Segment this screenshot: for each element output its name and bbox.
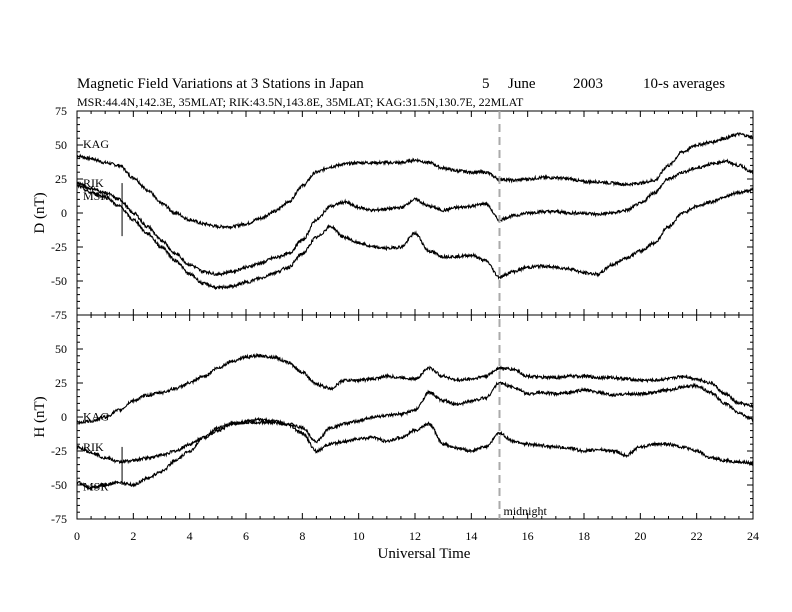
y-tick-label: -25	[51, 240, 67, 254]
x-tick-label: 24	[747, 529, 759, 543]
x-tick-label: 10	[353, 529, 365, 543]
chart-title: Magnetic Field Variations at 3 Stations …	[77, 76, 364, 92]
midnight-label: midnight	[504, 504, 548, 518]
x-tick-label: 18	[578, 529, 590, 543]
y-axis-title-0: D (nT)	[32, 192, 48, 233]
series-line-kag	[76, 352, 754, 425]
series-label-msr: MSR	[83, 479, 108, 493]
x-axis-title: Universal Time	[378, 546, 471, 562]
x-tick-label: 8	[299, 529, 305, 543]
x-tick-label: 16	[522, 529, 534, 543]
x-tick-label: 2	[130, 529, 136, 543]
x-tick-label: 0	[74, 529, 80, 543]
y-axis-title-1: H (nT)	[32, 396, 48, 437]
series-line-kag	[76, 132, 754, 230]
y-tick-label: -75	[51, 512, 67, 526]
y-tick-label: 50	[55, 342, 67, 356]
series-label-kag: KAG	[83, 409, 109, 423]
series-label-msr: MSR	[83, 189, 108, 203]
panel-frame-1	[76, 314, 754, 520]
y-tick-label: -50	[51, 478, 67, 492]
y-tick-label: -25	[51, 444, 67, 458]
series-label-kag: KAG	[83, 137, 109, 151]
series-label-rik: RIK	[83, 176, 104, 190]
y-tick-label: 50	[55, 138, 67, 152]
x-tick-label: 22	[691, 529, 703, 543]
x-tick-label: 4	[187, 529, 193, 543]
averaging-label: 10-s averages	[643, 76, 725, 92]
x-tick-label: 20	[634, 529, 646, 543]
station-coordinates: MSR:44.4N,142.3E, 35MLAT; RIK:43.5N,143.…	[77, 95, 524, 109]
y-tick-label: -50	[51, 274, 67, 288]
y-tick-label: -75	[51, 308, 67, 322]
series-line-rik	[76, 158, 754, 277]
x-tick-label: 14	[465, 529, 477, 543]
date-day: 5	[482, 76, 490, 92]
y-tick-label: 0	[61, 410, 67, 424]
y-tick-label: 0	[61, 206, 67, 220]
y-tick-label: 25	[55, 172, 67, 186]
y-tick-label: 75	[55, 104, 67, 118]
x-tick-label: 6	[243, 529, 249, 543]
date-year: 2003	[573, 76, 603, 92]
date-month: June	[508, 76, 536, 92]
x-tick-label: 12	[409, 529, 421, 543]
y-tick-label: 25	[55, 376, 67, 390]
series-line-msr	[76, 419, 754, 492]
series-line-msr	[76, 184, 754, 291]
series-line-rik	[76, 381, 754, 465]
series-label-rik: RIK	[83, 440, 104, 454]
